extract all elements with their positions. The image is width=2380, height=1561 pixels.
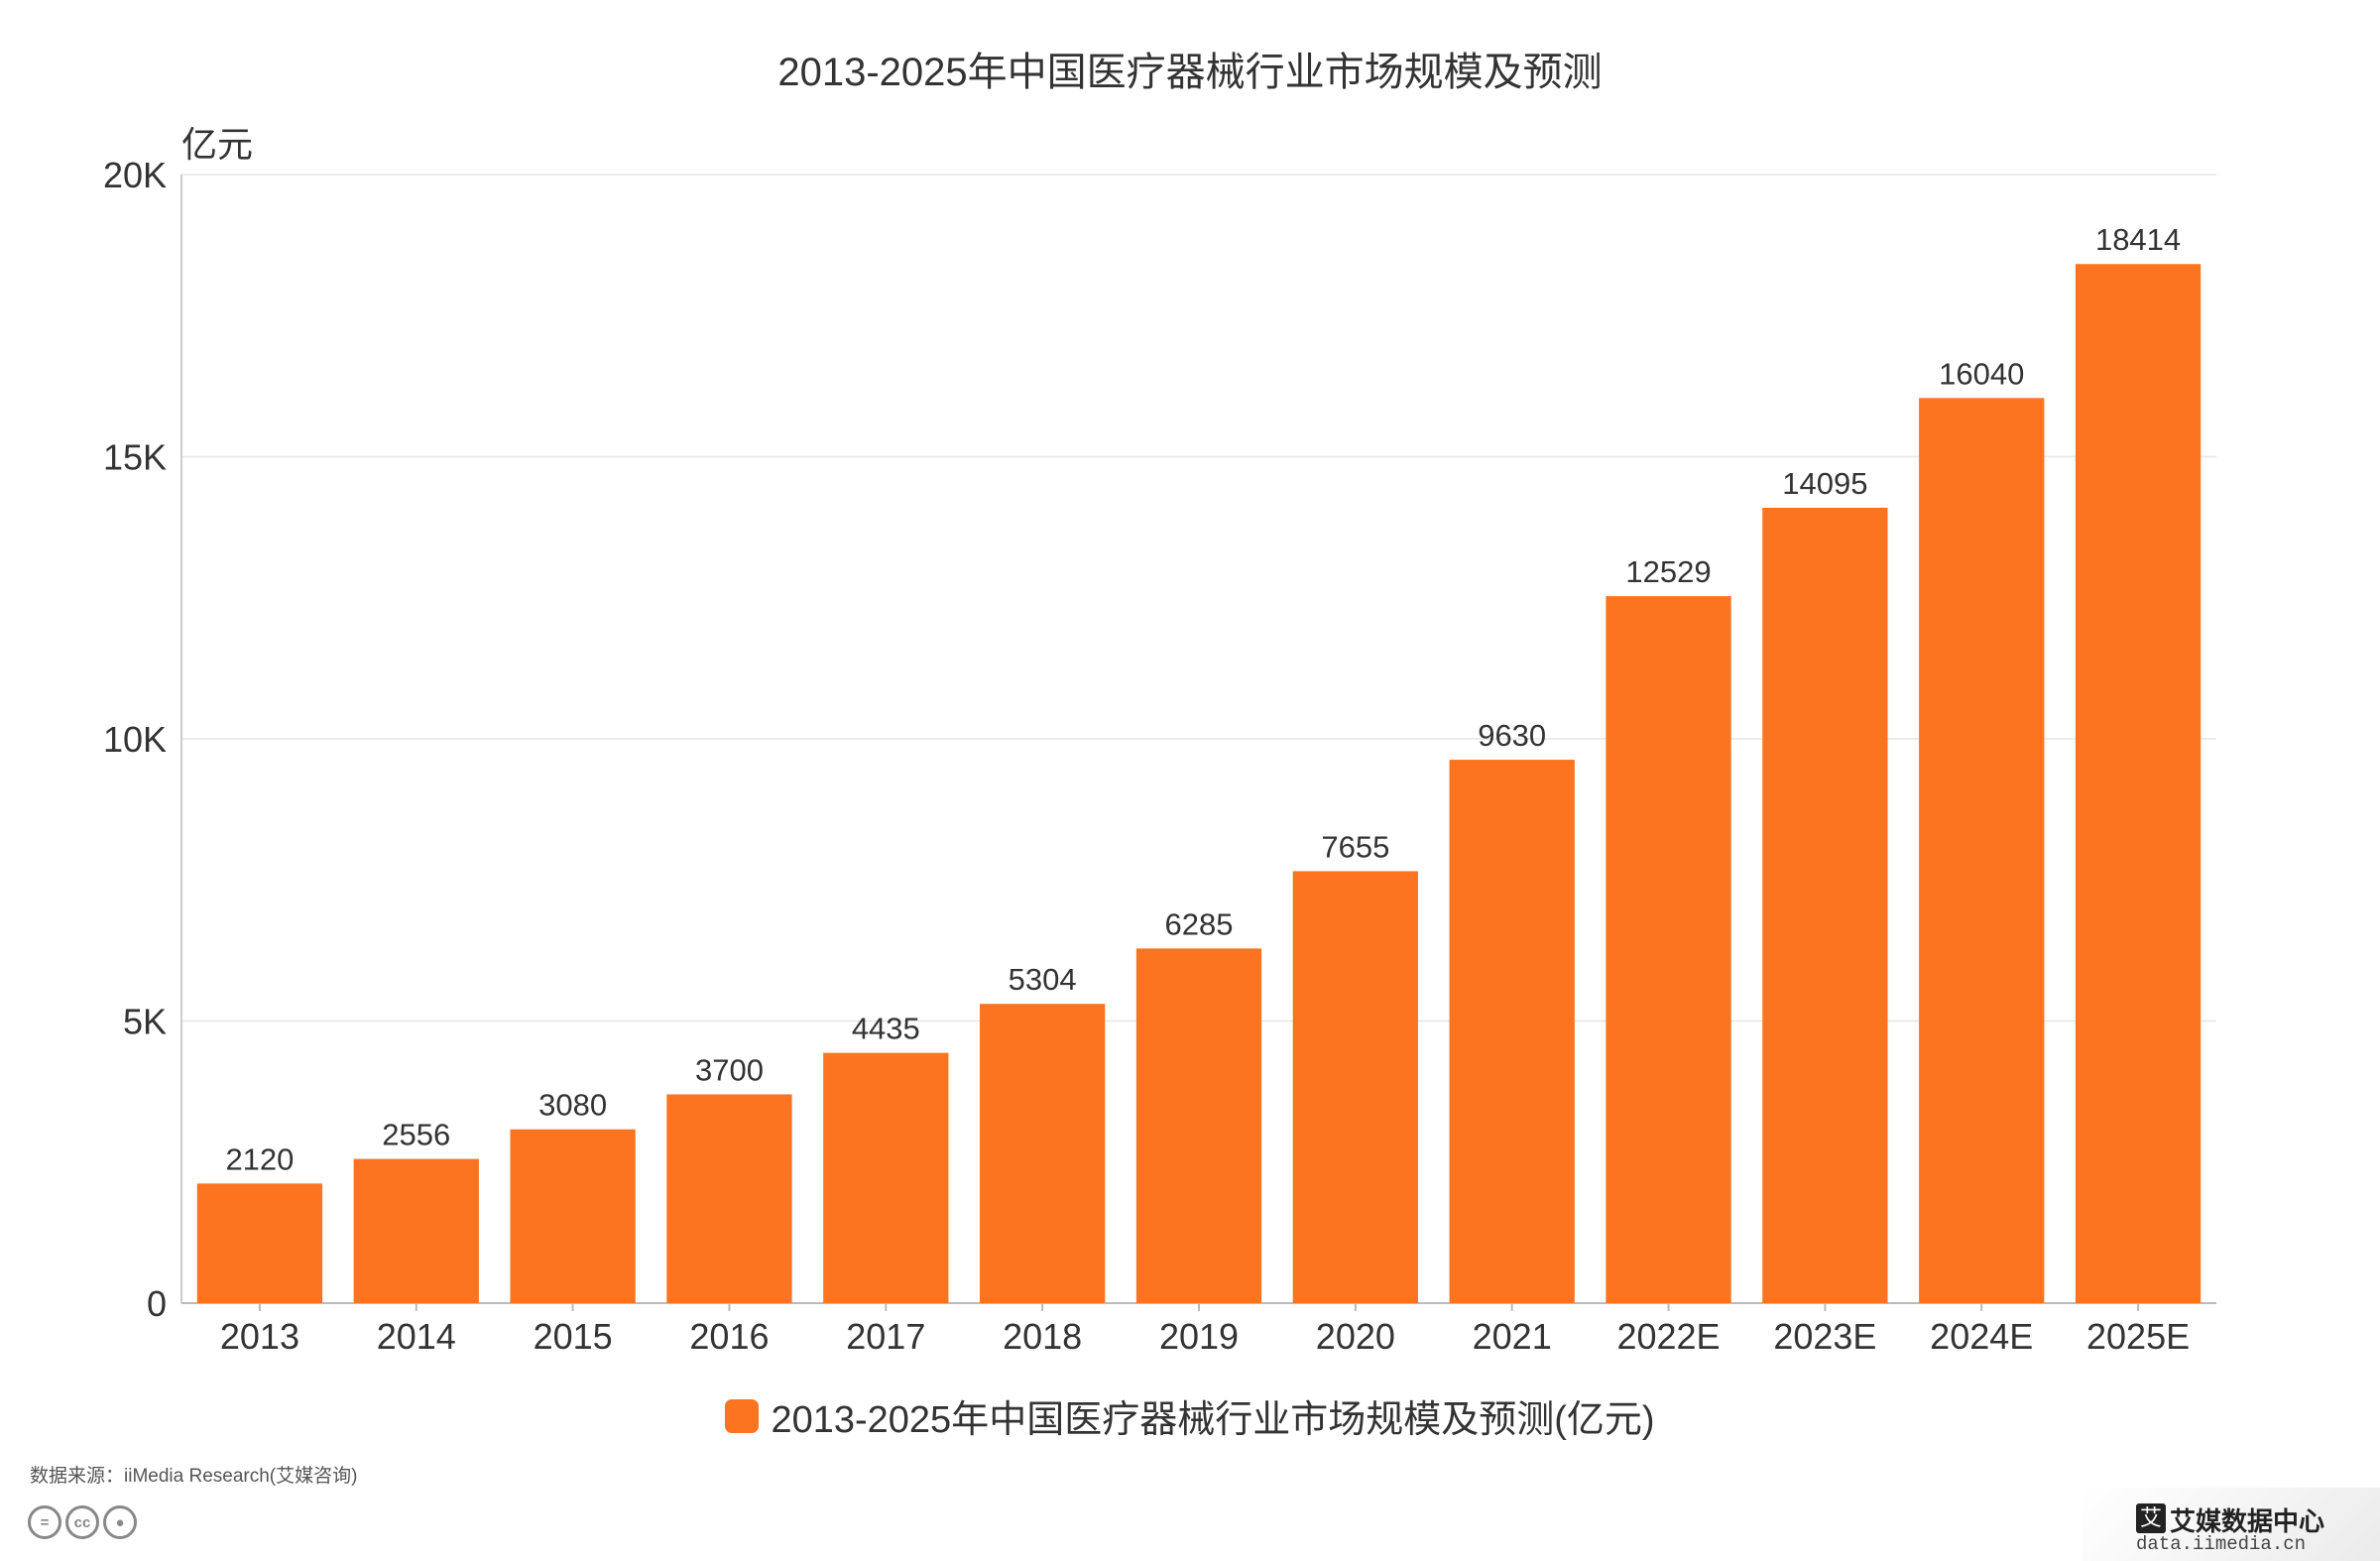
bar-value-label: 4435 [852, 1012, 920, 1046]
logo-name: 艾媒数据中心 [2170, 1506, 2325, 1536]
x-tick-label: 2015 [534, 1316, 613, 1357]
cc-equal-icon: = [28, 1505, 61, 1539]
bar-value-label: 3700 [695, 1052, 764, 1087]
x-tick-label: 2024E [1930, 1316, 2033, 1357]
x-tick-label: 2020 [1316, 1316, 1395, 1357]
y-tick-label: 0 [147, 1283, 167, 1324]
x-tick-label: 2023E [1773, 1316, 1876, 1357]
logo-url: data.iimedia.cn [2136, 1533, 2307, 1555]
bar-value-label: 5304 [1009, 962, 1077, 997]
y-axis-unit-label: 亿元 [181, 124, 253, 165]
x-tick-label: 2018 [1003, 1316, 1082, 1357]
x-tick-label: 2021 [1473, 1316, 1552, 1357]
x-tick-label: 2014 [377, 1316, 456, 1357]
bar-value-label: 12529 [1625, 554, 1711, 589]
grid-lines [181, 174, 2216, 1022]
y-tick-label: 20K [103, 155, 167, 195]
bar-value-label: 3080 [538, 1088, 607, 1123]
bar [353, 1158, 479, 1303]
y-tick-label: 10K [103, 719, 167, 760]
cc-by-person-icon: ● [103, 1505, 137, 1539]
chart-title: 2013-2025年中国医疗器械行业市场规模及预测 [777, 51, 1603, 94]
x-tick-label: 2022E [1616, 1316, 1720, 1357]
bar [823, 1052, 949, 1303]
legend[interactable]: 2013-2025年中国医疗器械行业市场规模及预测(亿元) [0, 1388, 2380, 1443]
bar-value-label: 6285 [1165, 906, 1234, 941]
bar [2075, 264, 2202, 1303]
license-icons: = cc ● [28, 1505, 137, 1539]
y-tick-label: 15K [103, 437, 167, 478]
bar [1919, 398, 2045, 1304]
bar-value-label: 2556 [382, 1118, 450, 1152]
y-tick-label: 5K [123, 1002, 167, 1042]
x-tick-label: 2013 [220, 1316, 299, 1357]
bar-value-label: 18414 [2095, 222, 2181, 257]
bar-value-label: 14095 [1782, 466, 1867, 501]
x-tick-label: 2025E [2086, 1316, 2190, 1357]
x-tick-label: 2019 [1159, 1316, 1239, 1357]
bar [1292, 871, 1418, 1303]
cc-icon: cc [65, 1505, 99, 1539]
bar [666, 1094, 792, 1303]
bar-value-label: 7655 [1321, 829, 1389, 864]
bar [1135, 948, 1262, 1303]
labels: 0 5K 10K 15K 20K 亿元 2120 2013 2556 2014 3080 2015 37… [103, 124, 2190, 1357]
bars [196, 264, 2202, 1304]
legend-label: 2013-2025年中国医疗器械行业市场规模及预测(亿元) [771, 1399, 1655, 1441]
legend-swatch [725, 1398, 760, 1433]
source-note: 数据来源：iiMedia Research(艾媒咨询) [30, 1466, 358, 1487]
bar-value-label: 2120 [225, 1141, 294, 1176]
x-tick-label: 2017 [846, 1316, 925, 1357]
bar-value-label: 9630 [1478, 718, 1546, 753]
bar [196, 1183, 323, 1303]
bar [1449, 760, 1575, 1303]
bar-value-label: 16040 [1939, 356, 2024, 391]
bar [510, 1129, 636, 1303]
bar [980, 1004, 1106, 1303]
bar [1606, 596, 1731, 1303]
logo-mark: 艾 [2136, 1503, 2166, 1533]
x-tick-label: 2016 [689, 1316, 769, 1357]
brand-logo: 艾 艾媒数据中心 data.iimedia.cn [2082, 1488, 2380, 1561]
bar [1762, 507, 1888, 1303]
